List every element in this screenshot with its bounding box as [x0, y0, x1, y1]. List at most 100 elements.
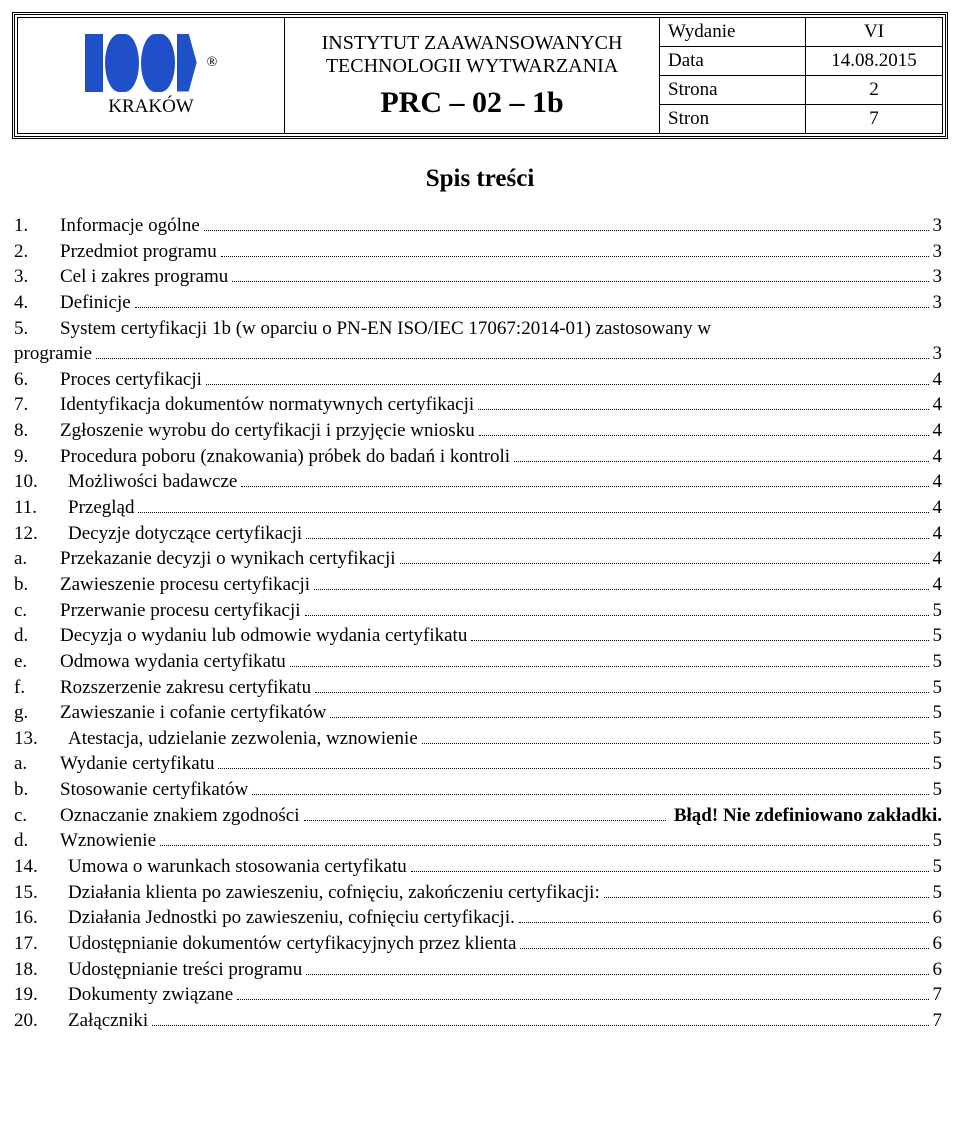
toc-page: 5	[933, 700, 943, 726]
toc-text: Przedmiot programu	[60, 239, 217, 265]
toc-entry: a.Przekazanie decyzji o wynikach certyfi…	[14, 546, 942, 572]
table-of-contents: 1.Informacje ogólne32.Przedmiot programu…	[12, 213, 948, 1034]
toc-page: 4	[933, 469, 943, 495]
toc-number: 1.	[14, 213, 60, 239]
toc-entry: f.Rozszerzenie zakresu certyfikatu5	[14, 675, 942, 701]
toc-page: 5	[933, 751, 943, 777]
info-label: Data	[660, 47, 805, 75]
toc-entry: e.Odmowa wydania certyfikatu5	[14, 649, 942, 675]
toc-entry: 15.Działania klienta po zawieszeniu, cof…	[14, 880, 942, 906]
toc-number: 14.	[14, 854, 68, 880]
toc-leader	[520, 948, 928, 949]
toc-page: 5	[933, 854, 943, 880]
info-row: Stron 7	[660, 105, 942, 133]
info-label: Wydanie	[660, 18, 805, 46]
toc-text: Identyfikacja dokumentów normatywnych ce…	[60, 392, 474, 418]
toc-title: Spis treści	[12, 165, 948, 193]
toc-page: 6	[933, 931, 943, 957]
toc-number: 11.	[14, 495, 68, 521]
toc-leader	[422, 743, 929, 744]
toc-leader	[400, 563, 929, 564]
toc-page: 3	[933, 264, 943, 290]
toc-entry: a.Wydanie certyfikatu5	[14, 751, 942, 777]
toc-leader	[411, 871, 929, 872]
toc-error: Błąd! Nie zdefiniowano zakładki.	[674, 803, 942, 829]
toc-entry: c.Oznaczanie znakiem zgodności Błąd! Nie…	[14, 803, 942, 829]
toc-entry: g.Zawieszanie i cofanie certyfikatów 5	[14, 700, 942, 726]
toc-text: Załączniki	[68, 1008, 148, 1034]
toc-text: Wznowienie	[60, 828, 156, 854]
toc-number: a.	[14, 546, 60, 572]
toc-number: 2.	[14, 239, 60, 265]
toc-number: 10.	[14, 469, 68, 495]
toc-number: 9.	[14, 444, 60, 470]
toc-text: Zawieszanie i cofanie certyfikatów	[60, 700, 326, 726]
toc-page: 5	[933, 828, 943, 854]
info-table: Wydanie VI Data 14.08.2015 Strona 2 Stro…	[659, 18, 942, 133]
title-cell: INSTYTUT ZAAWANSOWANYCH TECHNOLOGII WYTW…	[284, 18, 659, 133]
toc-leader	[306, 538, 928, 539]
toc-number: 12.	[14, 521, 68, 547]
doc-header: ® KRAKÓW INSTYTUT ZAAWANSOWANYCH TECHNOL…	[17, 17, 943, 134]
toc-text: Procedura poboru (znakowania) próbek do …	[60, 444, 510, 470]
toc-leader	[330, 717, 928, 718]
toc-entry: 16.Działania Jednostki po zawieszeniu, c…	[14, 905, 942, 931]
toc-leader	[479, 435, 929, 436]
info-row: Strona 2	[660, 76, 942, 105]
toc-entry: 10.Możliwości badawcze4	[14, 469, 942, 495]
toc-entry: 1.Informacje ogólne3	[14, 213, 942, 239]
info-label: Strona	[660, 76, 805, 104]
toc-number: b.	[14, 777, 60, 803]
toc-number: c.	[14, 598, 60, 624]
toc-leader	[290, 666, 929, 667]
toc-number: 16.	[14, 905, 68, 931]
toc-page: 5	[933, 623, 943, 649]
toc-number: g.	[14, 700, 60, 726]
institute-line-1: INSTYTUT ZAAWANSOWANYCH	[322, 32, 623, 55]
toc-text: Dokumenty związane	[68, 982, 233, 1008]
toc-number: e.	[14, 649, 60, 675]
doc-header-frame: ® KRAKÓW INSTYTUT ZAAWANSOWANYCH TECHNOL…	[12, 12, 948, 139]
toc-text: Zawieszenie procesu certyfikacji	[60, 572, 310, 598]
toc-number: b.	[14, 572, 60, 598]
toc-entry: 4.Definicje 3	[14, 290, 942, 316]
toc-page: 3	[933, 290, 943, 316]
institute-line-2: TECHNOLOGII WYTWARZANIA	[326, 55, 618, 78]
toc-entry: 7.Identyfikacja dokumentów normatywnych …	[14, 392, 942, 418]
toc-leader	[252, 794, 928, 795]
info-value: 2	[805, 76, 942, 104]
toc-text: Odmowa wydania certyfikatu	[60, 649, 286, 675]
toc-text: Działania klienta po zawieszeniu, cofnię…	[68, 880, 600, 906]
location-label: KRAKÓW	[108, 96, 194, 118]
toc-entry: 13.Atestacja, udzielanie zezwolenia, wzn…	[14, 726, 942, 752]
doc-code: PRC – 02 – 1b	[380, 86, 563, 120]
toc-leader	[152, 1025, 928, 1026]
toc-leader	[241, 486, 928, 487]
toc-page: 5	[933, 598, 943, 624]
toc-entry: 12.Decyzje dotyczące certyfikacji4	[14, 521, 942, 547]
toc-text: Udostępnianie treści programu	[68, 957, 302, 983]
toc-entry: 6.Proces certyfikacji4	[14, 367, 942, 393]
toc-entry: d.Wznowienie5	[14, 828, 942, 854]
toc-text: Definicje	[60, 290, 131, 316]
toc-entry: b.Stosowanie certyfikatów5	[14, 777, 942, 803]
toc-leader	[160, 845, 928, 846]
toc-page: 5	[933, 880, 943, 906]
toc-page: 6	[933, 957, 943, 983]
toc-leader	[315, 692, 928, 693]
toc-page: 5	[933, 675, 943, 701]
toc-leader	[478, 409, 928, 410]
toc-number: 8.	[14, 418, 60, 444]
toc-number: 17.	[14, 931, 68, 957]
toc-text: Atestacja, udzielanie zezwolenia, wznowi…	[68, 726, 418, 752]
toc-page: 4	[933, 546, 943, 572]
toc-leader	[471, 640, 928, 641]
toc-entry: 3.Cel i zakres programu3	[14, 264, 942, 290]
info-value: 14.08.2015	[805, 47, 942, 75]
toc-text: Cel i zakres programu	[60, 264, 228, 290]
toc-entry: 17.Udostępnianie dokumentów certyfikacyj…	[14, 931, 942, 957]
toc-number: 5.	[14, 316, 60, 342]
toc-number: 4.	[14, 290, 60, 316]
toc-page: 4	[933, 572, 943, 598]
toc-text: Rozszerzenie zakresu certyfikatu	[60, 675, 311, 701]
